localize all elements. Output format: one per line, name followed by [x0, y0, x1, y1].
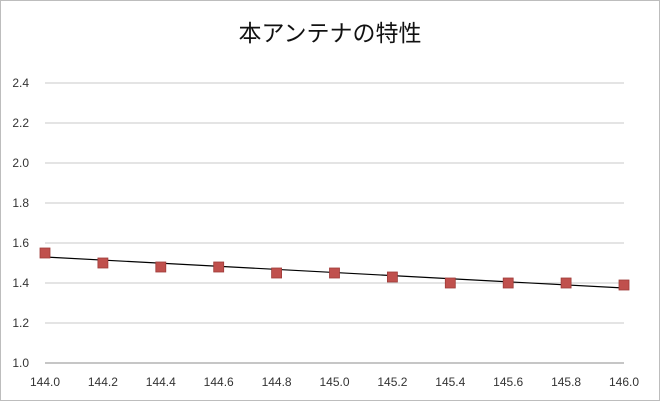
data-point — [444, 277, 456, 289]
y-tick-label: 2.4 — [12, 76, 29, 90]
x-tick-label: 145.0 — [319, 375, 349, 389]
x-tick-label: 145.4 — [435, 375, 465, 389]
data-point — [502, 277, 514, 289]
x-tick-label: 146.0 — [609, 375, 639, 389]
x-tick-label: 144.4 — [146, 375, 176, 389]
x-tick-label: 144.2 — [88, 375, 118, 389]
x-tick-label: 145.8 — [551, 375, 581, 389]
data-point — [560, 277, 572, 289]
y-tick-label: 1.6 — [12, 236, 29, 250]
y-tick-label: 1.0 — [12, 356, 29, 370]
data-point — [329, 267, 340, 279]
chart-title: 本アンテナの特性 — [238, 21, 422, 47]
y-tick-label: 1.4 — [12, 276, 29, 290]
y-tick-label: 2.0 — [12, 156, 29, 170]
x-tick-label: 144.8 — [262, 375, 292, 389]
data-point — [618, 279, 630, 291]
x-tick-label: 145.6 — [493, 375, 523, 389]
data-point — [213, 261, 225, 273]
x-tick-label: 145.2 — [377, 375, 407, 389]
y-tick-label: 2.2 — [12, 116, 29, 130]
data-point — [155, 261, 167, 273]
x-tick-label: 144.0 — [30, 375, 60, 389]
data-point — [271, 267, 283, 279]
data-point — [97, 257, 109, 269]
y-tick-label: 1.8 — [12, 196, 29, 210]
data-point — [39, 247, 51, 259]
y-tick-label: 1.2 — [12, 316, 29, 330]
data-point — [386, 271, 398, 283]
x-tick-label: 144.6 — [204, 375, 234, 389]
